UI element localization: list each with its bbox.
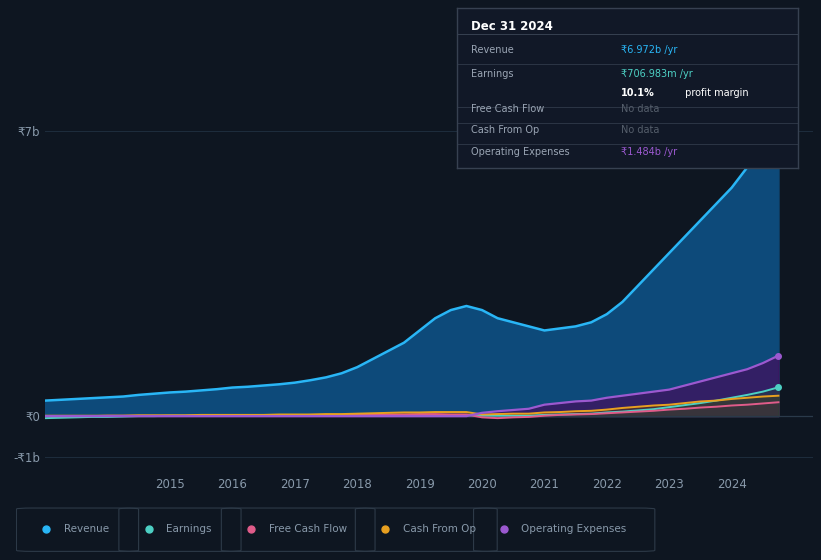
- Text: Operating Expenses: Operating Expenses: [521, 524, 626, 534]
- Text: Cash From Op: Cash From Op: [402, 524, 475, 534]
- Text: No data: No data: [621, 125, 659, 135]
- Text: ₹1.484b /yr: ₹1.484b /yr: [621, 147, 677, 157]
- Text: ₹6.972b /yr: ₹6.972b /yr: [621, 45, 677, 55]
- Text: Revenue: Revenue: [471, 45, 514, 55]
- Text: Free Cash Flow: Free Cash Flow: [268, 524, 346, 534]
- Text: Cash From Op: Cash From Op: [471, 125, 539, 135]
- Text: ₹706.983m /yr: ₹706.983m /yr: [621, 69, 693, 79]
- Text: Free Cash Flow: Free Cash Flow: [471, 104, 544, 114]
- Text: Revenue: Revenue: [64, 524, 109, 534]
- Text: No data: No data: [621, 104, 659, 114]
- Text: 10.1%: 10.1%: [621, 88, 654, 98]
- Text: Earnings: Earnings: [166, 524, 212, 534]
- Text: Dec 31 2024: Dec 31 2024: [471, 20, 553, 32]
- Text: Earnings: Earnings: [471, 69, 513, 79]
- Text: profit margin: profit margin: [682, 88, 749, 98]
- Text: Operating Expenses: Operating Expenses: [471, 147, 570, 157]
